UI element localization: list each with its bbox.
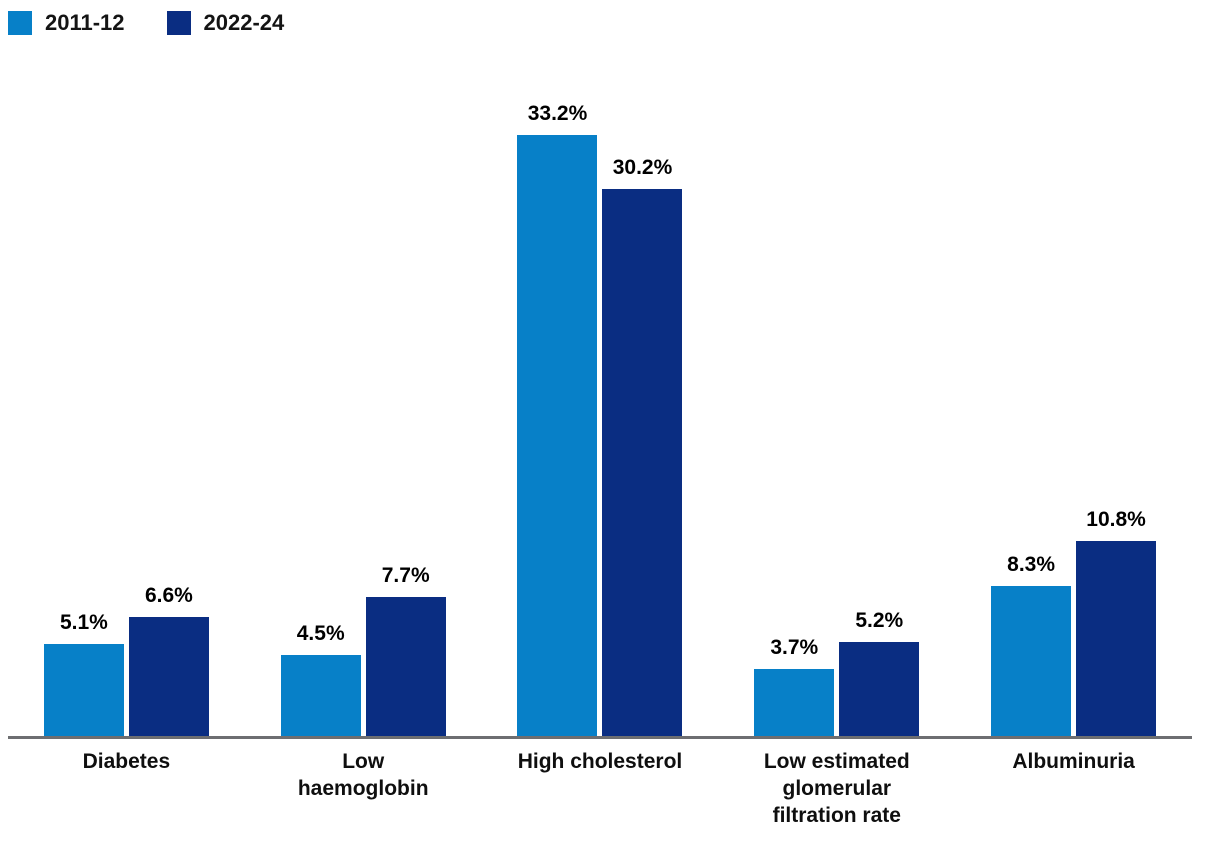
bar-group: 3.7% 5.2%	[718, 609, 955, 736]
bar-value-label: 8.3%	[1007, 553, 1056, 576]
category-label: Diabetes	[82, 750, 171, 773]
bar-2011-12: 33.2%	[517, 102, 598, 736]
bar-groups: 5.1% 6.6% 4.5% 7.7% 33.2% 30.2% 3.7% 5.2% 8.3% 10…	[8, 0, 1192, 736]
legend-swatch-2011-12	[8, 11, 32, 35]
category-label: Low haemoglobin	[297, 750, 429, 800]
bar-value-label: 10.8%	[1086, 508, 1146, 531]
plot-area: 5.1% 6.6% 4.5% 7.7% 33.2% 30.2% 3.7% 5.2% 8.3% 10…	[8, 0, 1192, 830]
bar-value-label: 3.7%	[770, 636, 819, 659]
bar-value-label: 30.2%	[612, 156, 673, 179]
bar-group: 8.3% 10.8%	[955, 508, 1192, 736]
category-labels: Diabetes Low haemoglobin High cholesterol L…	[8, 749, 1192, 830]
bar-value-label: 6.6%	[144, 584, 193, 607]
bar-2022-24: 7.7%	[365, 564, 446, 736]
x-axis-line	[8, 736, 1192, 739]
bar-2011-12: 4.5%	[280, 622, 361, 736]
legend-item-2011-12: 2011-12	[8, 10, 125, 36]
bar-2022-24: 5.2%	[839, 609, 920, 736]
legend-label-2022-24: 2022-24	[203, 10, 285, 35]
bar-group: 5.1% 6.6%	[8, 584, 245, 736]
bar-2022-24: 6.6%	[128, 584, 209, 736]
bar-2011-12: 8.3%	[991, 553, 1072, 736]
bar-group: 4.5% 7.7%	[245, 564, 482, 736]
bar-value-label: 5.1%	[59, 611, 108, 634]
bar-group: 33.2% 30.2%	[482, 102, 719, 736]
bar-value-label: 4.5%	[296, 622, 345, 645]
bar-2011-12: 3.7%	[754, 636, 835, 736]
bar-value-label: 33.2%	[527, 102, 588, 125]
bar-value-label: 7.7%	[381, 564, 430, 587]
legend-label-2011-12: 2011-12	[45, 10, 125, 35]
bar-2022-24: 10.8%	[1076, 508, 1157, 736]
category-label: Low estimated glomerular filtration rate	[763, 750, 910, 827]
category-label: High cholesterol	[517, 750, 683, 773]
bar-2022-24: 30.2%	[602, 156, 683, 736]
category-label: Albuminuria	[1012, 750, 1135, 773]
legend-swatch-2022-24	[166, 11, 191, 35]
legend-item-2022-24: 2022-24	[166, 10, 285, 36]
bar-value-label: 5.2%	[855, 609, 904, 632]
bar-2011-12: 5.1%	[43, 611, 124, 736]
legend: 2011-12 2022-24	[8, 10, 284, 36]
